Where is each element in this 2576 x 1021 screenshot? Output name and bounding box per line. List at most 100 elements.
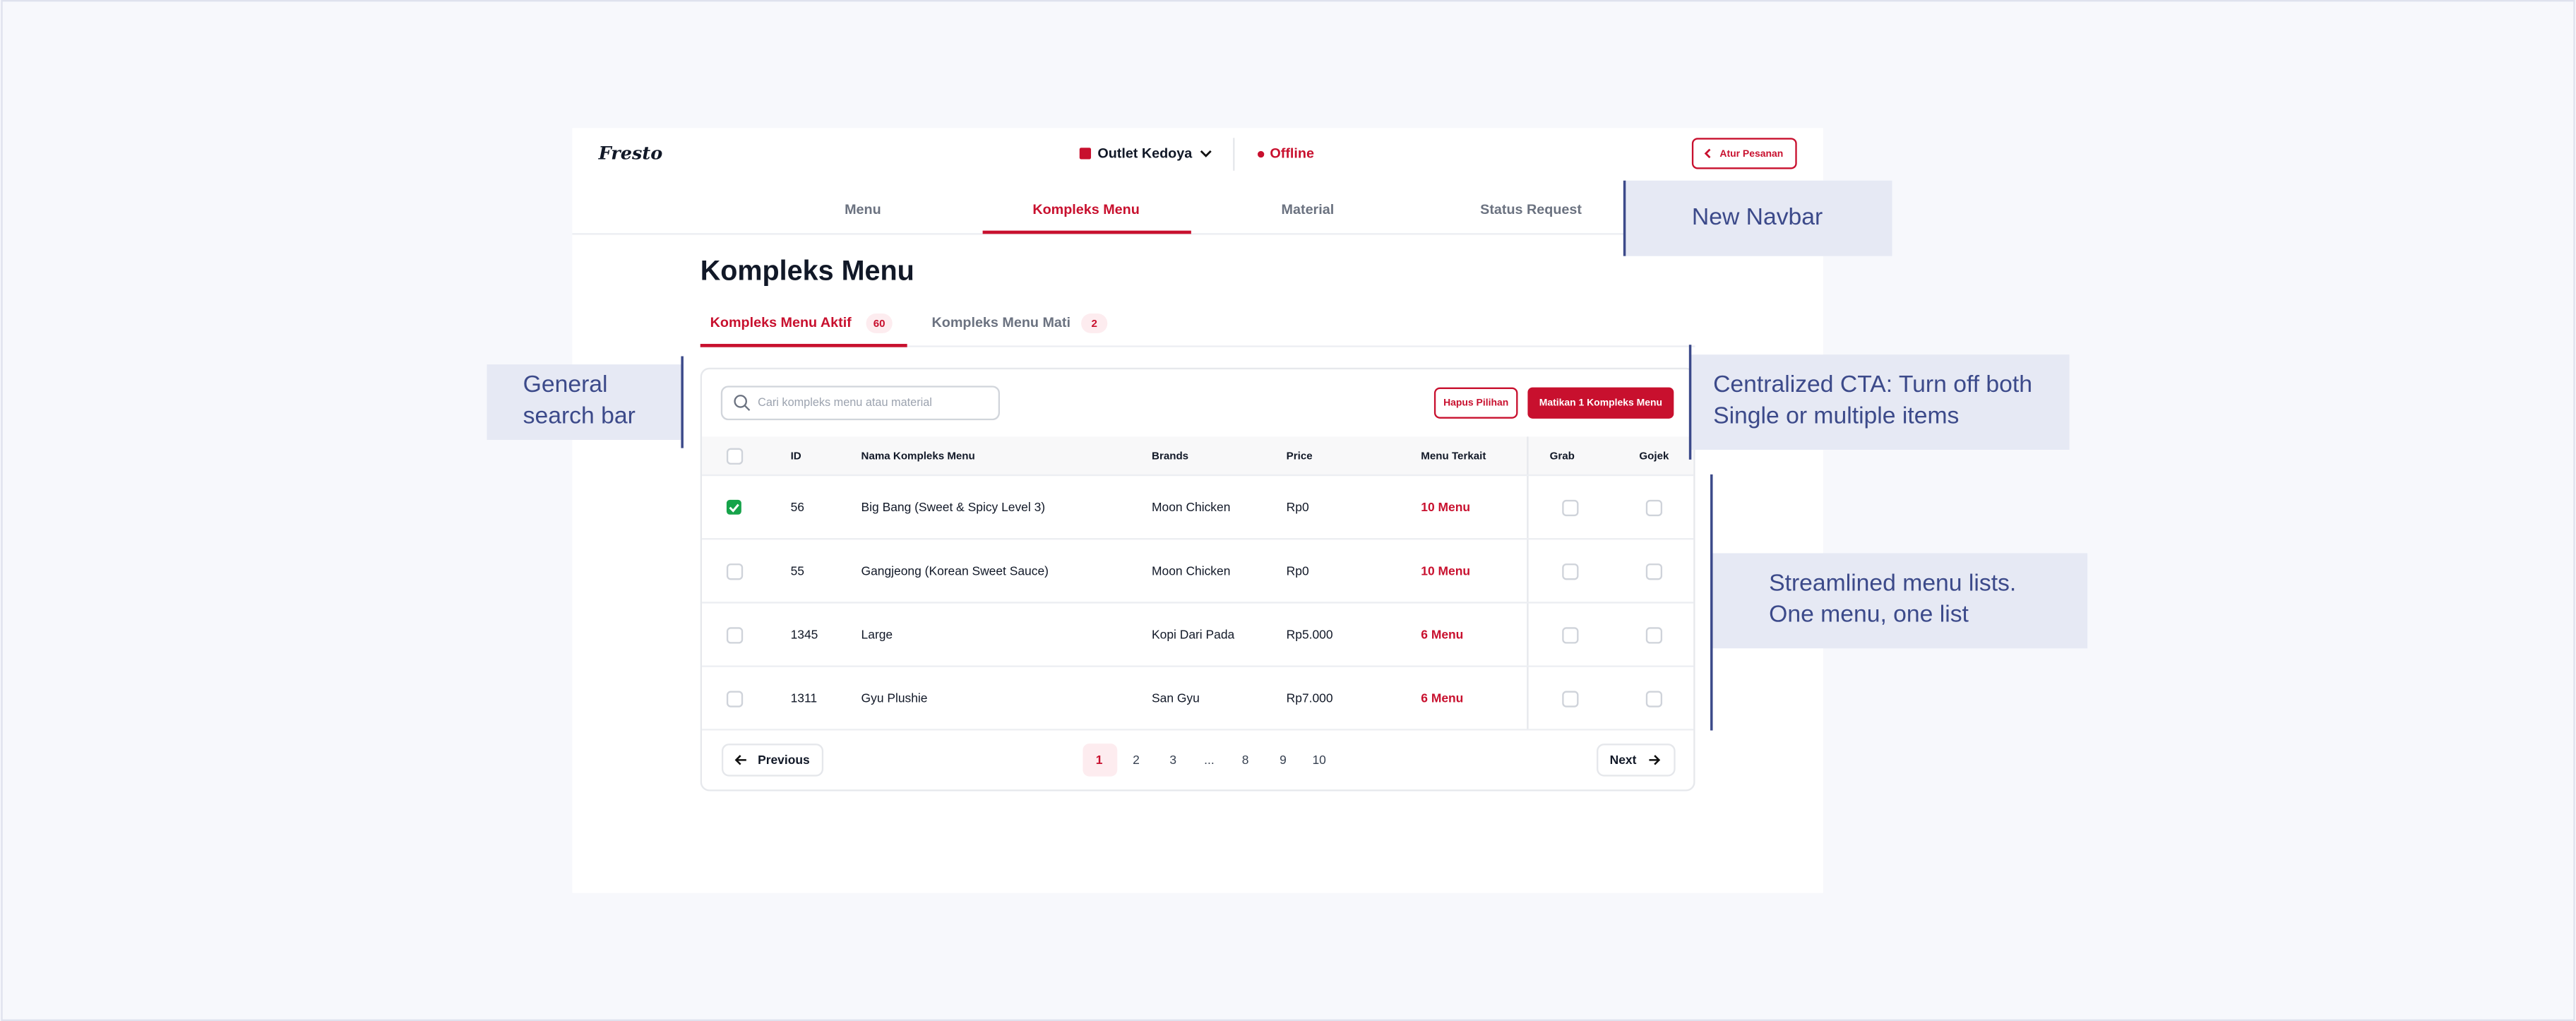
cell-brand: Moon Chicken	[1152, 563, 1230, 578]
checkbox[interactable]	[1645, 627, 1663, 644]
check-icon	[729, 503, 739, 513]
cell-price: Rp0	[1287, 500, 1309, 514]
table-header-bg	[702, 436, 1694, 477]
tab-label: Kompleks Menu Mati	[932, 315, 1071, 330]
tab-count: 2	[1091, 318, 1097, 330]
annotation-text: One menu, one list	[1769, 601, 1969, 628]
cell-brand: Moon Chicken	[1152, 500, 1230, 514]
cell-brand: San Gyu	[1152, 691, 1200, 705]
checkbox[interactable]	[1562, 499, 1579, 517]
cell-price: Rp5.000	[1287, 628, 1333, 642]
cell-brand: Kopi Dari Pada	[1152, 628, 1234, 642]
cell-id: 1345	[791, 628, 818, 642]
previous-button[interactable]	[721, 744, 824, 777]
page-number[interactable]: 10	[1312, 753, 1326, 767]
status: Offline	[1270, 146, 1314, 162]
next-label: Next	[1610, 753, 1637, 767]
next-button[interactable]	[1597, 744, 1676, 777]
tab-count: 60	[873, 318, 886, 330]
column-header: Brands	[1152, 450, 1188, 462]
cell-price: Rp7.000	[1287, 691, 1333, 705]
column-header: ID	[791, 450, 801, 462]
annotation-box	[487, 364, 683, 441]
nav-indicator	[982, 230, 1191, 234]
checkbox[interactable]	[1645, 691, 1663, 707]
tab-indicator	[700, 344, 907, 347]
cell-name: Large	[861, 628, 893, 642]
cell-linked: 10 Menu	[1421, 500, 1470, 514]
cell-name: Gangjeong (Korean Sweet Sauce)	[861, 563, 1049, 578]
column-header: Menu Terkait	[1421, 450, 1486, 462]
page-number[interactable]: 1	[1096, 753, 1103, 767]
chevron-down	[1200, 150, 1212, 157]
page-number[interactable]: 9	[1280, 753, 1287, 767]
annotation-text: search bar	[523, 402, 636, 429]
cell-linked: 6 Menu	[1421, 628, 1463, 642]
checkbox[interactable]	[1562, 691, 1579, 707]
cell-linked: 6 Menu	[1421, 691, 1463, 705]
checkbox[interactable]	[726, 691, 744, 707]
annotation-text: New Navbar	[1692, 203, 1823, 230]
nav-tab: Kompleks Menu	[1032, 202, 1139, 217]
table-card	[700, 367, 1695, 792]
tab-badge	[1081, 314, 1108, 333]
checkbox[interactable]	[1562, 563, 1579, 580]
annotation-text: Single or multiple items	[1713, 402, 1959, 429]
page-number[interactable]: 2	[1133, 753, 1140, 767]
cell-linked: 10 Menu	[1421, 563, 1470, 578]
tab-label: Kompleks Menu Aktif	[710, 315, 852, 330]
search-icon-handle	[744, 405, 751, 412]
clear-button[interactable]	[1433, 387, 1518, 419]
store-icon	[1079, 148, 1092, 160]
cell-id: 1311	[791, 691, 817, 705]
disable-button[interactable]	[1527, 387, 1674, 419]
checkbox[interactable]	[726, 499, 741, 515]
cell-id: 55	[791, 563, 804, 578]
cell-name: Big Bang (Sweet & Spicy Level 3)	[861, 500, 1046, 514]
annotation-text: General	[523, 371, 608, 398]
column-header: Gojek	[1639, 450, 1669, 462]
nav-tab: Menu	[845, 202, 881, 217]
search-icon	[734, 395, 747, 408]
annotation-box	[1711, 553, 2088, 649]
checkbox[interactable]	[726, 627, 744, 644]
checkbox[interactable]	[726, 448, 744, 465]
annotation-text: Streamlined menu lists.	[1769, 570, 2016, 597]
column-header: Nama Kompleks Menu	[861, 450, 975, 462]
annotation-text: Centralized CTA: Turn off both	[1713, 371, 2032, 398]
annotation-box	[1624, 180, 1892, 256]
action-button[interactable]	[1691, 138, 1797, 169]
cell-name: Gyu Plushie	[861, 691, 928, 705]
column-header: Grab	[1550, 450, 1575, 462]
page-number[interactable]: 8	[1242, 753, 1249, 767]
outlet-selector: Outlet Kedoya	[1097, 146, 1193, 162]
nav-tab: Material	[1282, 202, 1335, 217]
tab-badge	[866, 314, 893, 333]
search-bar[interactable]	[720, 386, 1001, 421]
active-page	[1083, 744, 1118, 777]
clear-label: Hapus Pilihan	[1443, 396, 1508, 407]
status-dot	[1257, 150, 1265, 158]
disable-label: Matikan 1 Kompleks Menu	[1539, 396, 1662, 407]
arrow-right	[1649, 755, 1661, 765]
annotation-box	[1690, 354, 2070, 450]
checkbox[interactable]	[1645, 499, 1663, 517]
checkbox[interactable]	[1562, 627, 1579, 644]
page-number[interactable]: 3	[1169, 753, 1176, 767]
logo: Fresto	[598, 143, 663, 165]
page-title: Kompleks Menu	[700, 255, 914, 286]
nav-tab: Status Request	[1480, 202, 1582, 217]
page-number[interactable]: ...	[1204, 753, 1215, 767]
previous-label: Previous	[758, 753, 810, 767]
search-placeholder: Cari kompleks menu atau material	[758, 396, 932, 409]
back-icon	[1704, 148, 1711, 159]
action-label: Atur Pesanan	[1719, 148, 1783, 159]
cell-price: Rp0	[1287, 563, 1309, 578]
cell-id: 56	[791, 500, 804, 514]
checkbox[interactable]	[726, 563, 744, 580]
arrow-left	[734, 755, 746, 765]
checkbox[interactable]	[1645, 563, 1663, 580]
column-header: Price	[1287, 450, 1313, 462]
